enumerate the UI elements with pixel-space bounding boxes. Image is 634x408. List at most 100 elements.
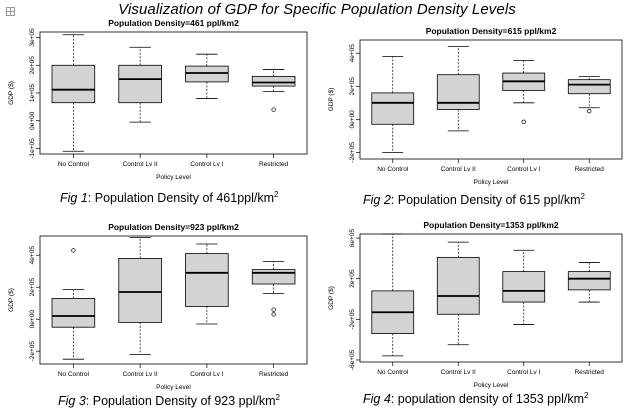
y-tick-label-group: -2e+05	[349, 309, 356, 330]
caption-fig-label: Fig 3	[58, 394, 86, 408]
box-iqr	[118, 64, 162, 104]
chart-title: Population Density=923 ppl/km2	[108, 222, 239, 232]
y-tick-label: 4e+05	[29, 246, 36, 265]
x-axis-label: Policy Level	[156, 384, 191, 391]
box-iqr	[567, 79, 611, 95]
y-tick-label-group: 0e+00	[29, 310, 36, 329]
box-3	[185, 243, 229, 325]
box-iqr	[251, 269, 296, 285]
x-tick-label: Restricted	[575, 166, 605, 173]
caption-text: : Population Density of 923 ppl/km	[85, 394, 276, 408]
y-tick-label: 2e+05	[349, 77, 356, 96]
box-4	[567, 262, 611, 303]
caption-text: : Population Density of 461ppl/km	[87, 191, 275, 206]
chart-4: Population Density=1353 ppl/km2 -6e+05 -2e…	[322, 218, 630, 392]
y-tick-label-group: -1e+05	[29, 138, 36, 159]
x-axis-label: Policy Level	[474, 179, 509, 186]
y-tick-label: 3e+05	[29, 28, 36, 47]
y-tick-label: -2e+05	[349, 142, 356, 163]
box-iqr	[567, 271, 611, 291]
y-axis-label-group: GDP ($)	[8, 81, 15, 105]
x-tick-label: Control Lv I	[190, 161, 223, 168]
x-tick-label: No Control	[377, 369, 409, 376]
x-tick-label: Control Lv I	[507, 369, 540, 376]
chart-title: Population Density=615 ppl/km2	[426, 26, 557, 36]
y-tick-label: 0e+00	[29, 310, 36, 329]
box-4	[251, 69, 296, 112]
x-tick-label: Control Lv II	[441, 369, 476, 376]
box-3	[502, 60, 546, 124]
box-iqr	[436, 74, 480, 110]
plot-frame	[39, 235, 308, 365]
box-iqr	[251, 75, 296, 87]
y-tick-label: 1e+05	[29, 83, 36, 102]
box-2	[436, 46, 480, 132]
box-iqr	[185, 253, 229, 307]
y-axis-label: GDP ($)	[328, 286, 335, 310]
x-tick-label: Control Lv I	[507, 166, 540, 173]
outlier-point	[71, 248, 76, 253]
y-tick-label: 0e+00	[29, 111, 36, 130]
chart-title: Population Density=1353 ppl/km2	[423, 220, 559, 230]
y-axis-label: GDP ($)	[8, 288, 15, 312]
outlier-point	[521, 119, 526, 124]
caption-fig-label: Fig 4	[363, 392, 391, 407]
y-tick-label-group: -2e+05	[29, 341, 36, 362]
outlier-point	[271, 312, 276, 317]
y-tick-label-group: 2e+05	[349, 77, 356, 96]
y-axis-label-group: GDP ($)	[8, 288, 15, 312]
y-tick-label: 4e+05	[349, 44, 356, 63]
y-tick-label: 2e+05	[29, 278, 36, 297]
caption-sup: 2	[274, 190, 279, 199]
box-iqr	[185, 65, 229, 83]
y-axis-label: GDP ($)	[328, 88, 335, 112]
chart-2: Population Density=615 ppl/km2 -2e+05 0e+0…	[322, 24, 630, 189]
x-tick-label: No Control	[58, 161, 90, 168]
x-tick-label: No Control	[58, 371, 90, 378]
box-plot-svg: Population Density=923 ppl/km2 -2e+05 0e+0…	[8, 222, 308, 391]
y-tick-label-group: 2e+05	[29, 278, 36, 297]
y-tick-label: -2e+05	[349, 309, 356, 330]
box-iqr	[371, 92, 415, 125]
y-tick-label-group: 0e+00	[29, 111, 36, 130]
box-1	[371, 56, 415, 153]
outlier-point	[587, 108, 592, 114]
x-axis-label: Policy Level	[156, 174, 191, 181]
x-tick-label: Restricted	[575, 369, 605, 376]
y-tick-label-group: 4e+05	[29, 246, 36, 265]
x-tick-label: Control Lv I	[190, 371, 223, 378]
x-tick-label: Control Lv II	[441, 166, 476, 173]
x-axis-label: Policy Level	[474, 382, 509, 389]
caption-fig-4: Fig 4: population density of 1353 ppl/km…	[363, 391, 588, 406]
y-tick-label: 2e+05	[29, 56, 36, 75]
outlier-point	[271, 307, 276, 312]
expand-icon[interactable]	[6, 7, 15, 16]
y-tick-label-group: 1e+05	[29, 83, 36, 102]
box-3	[185, 53, 229, 99]
x-tick-label: Control Lv II	[123, 371, 158, 378]
caption-sup: 2	[580, 192, 585, 201]
box-2	[436, 241, 480, 346]
y-tick-label: 6e+05	[349, 229, 356, 248]
y-tick-label-group: 4e+05	[349, 44, 356, 63]
chart-title: Population Density=461 ppl/km2	[108, 18, 239, 28]
box-plot-svg: Population Density=461 ppl/km2 -1e+05 0e+0…	[8, 18, 308, 181]
y-tick-label: -6e+05	[349, 349, 356, 370]
y-axis-label-group: GDP ($)	[328, 88, 335, 112]
box-4	[251, 261, 296, 317]
box-iqr	[51, 64, 96, 104]
y-tick-label-group: 3e+05	[29, 28, 36, 47]
box-iqr	[51, 298, 96, 328]
caption-fig-label: Fig 2	[363, 193, 391, 208]
box-iqr	[502, 271, 546, 303]
box-2	[118, 237, 162, 355]
y-tick-label-group: 2e+05	[29, 56, 36, 75]
caption-text: : population density of 1353 ppl/km	[390, 392, 584, 407]
box-4	[567, 75, 611, 114]
y-tick-label: -2e+05	[29, 341, 36, 362]
x-tick-label: No Control	[377, 166, 409, 173]
box-3	[502, 249, 546, 325]
box-1	[371, 233, 415, 357]
page-title: Visualization of GDP for Specific Popula…	[118, 1, 516, 18]
chart-1: Population Density=461 ppl/km2 -1e+05 0e+0…	[2, 16, 315, 184]
